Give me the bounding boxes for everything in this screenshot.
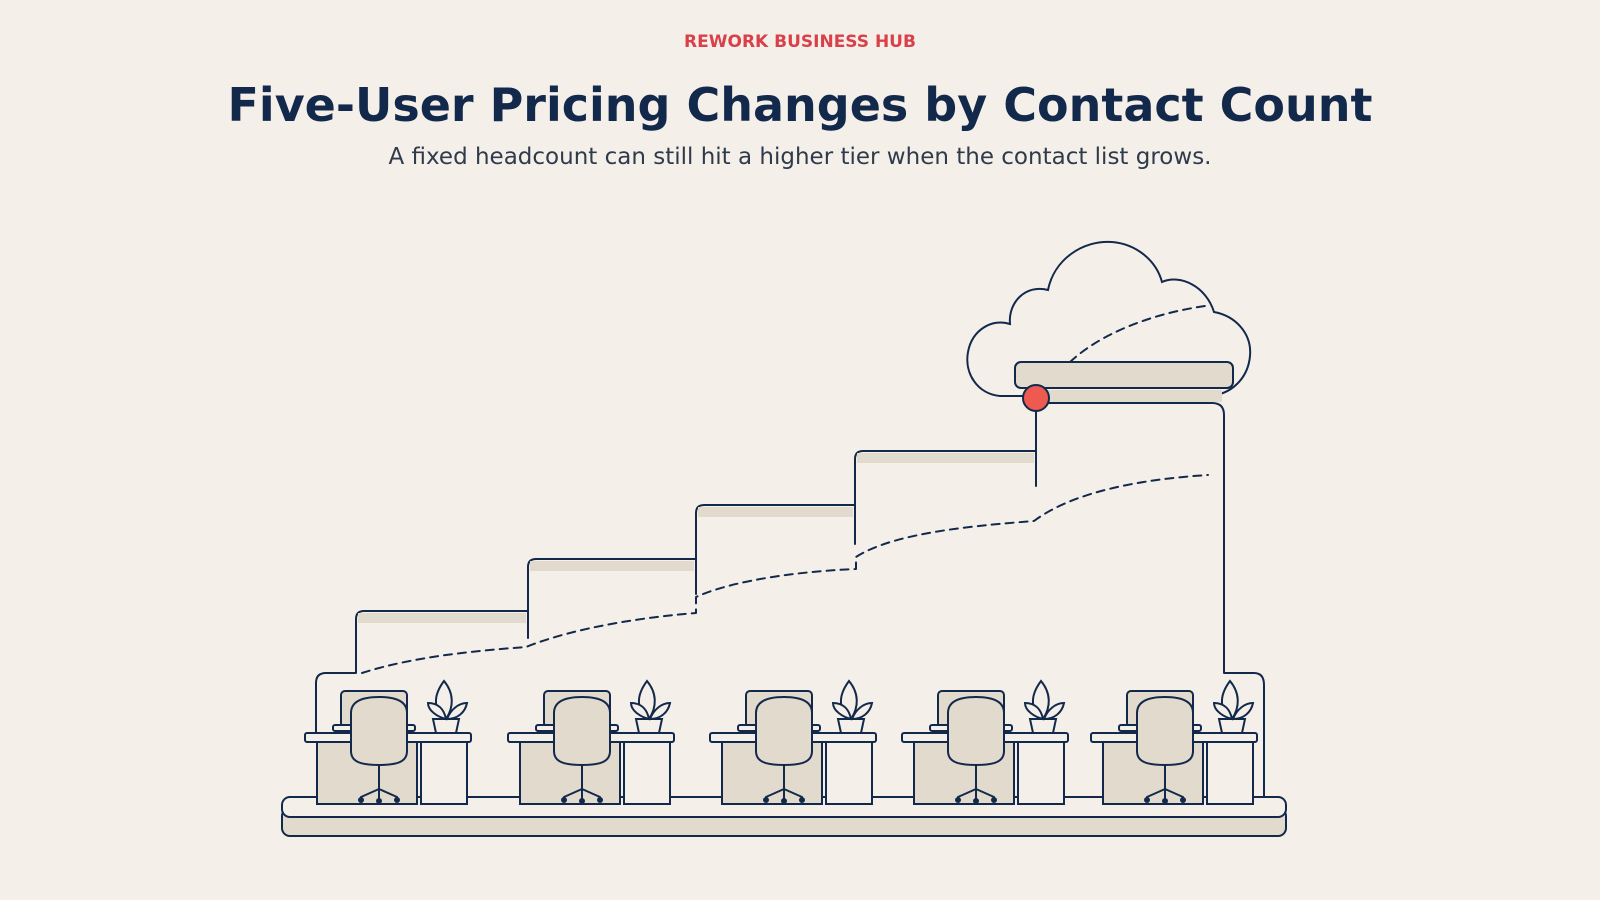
desk (1090, 680, 1258, 805)
step-4 (857, 453, 1034, 463)
step-1 (358, 613, 526, 623)
top-shelf (1014, 361, 1234, 389)
desk (304, 680, 472, 805)
desk (507, 680, 675, 805)
trend-line (361, 474, 1209, 674)
kicker: REWORK BUSINESS HUB (684, 32, 916, 52)
step-2 (530, 561, 694, 571)
title: Five-User Pricing Changes by Contact Cou… (227, 78, 1373, 132)
cloud-trend (1069, 305, 1206, 363)
subtitle: A fixed headcount can still hit a higher… (388, 144, 1212, 170)
desk (901, 680, 1069, 805)
current-marker (1022, 384, 1050, 412)
step-3 (698, 507, 853, 517)
stairs (315, 402, 1265, 806)
cloud (966, 240, 1252, 397)
step-risers (527, 449, 1037, 639)
step-5 (1036, 390, 1222, 402)
desk (709, 680, 877, 805)
